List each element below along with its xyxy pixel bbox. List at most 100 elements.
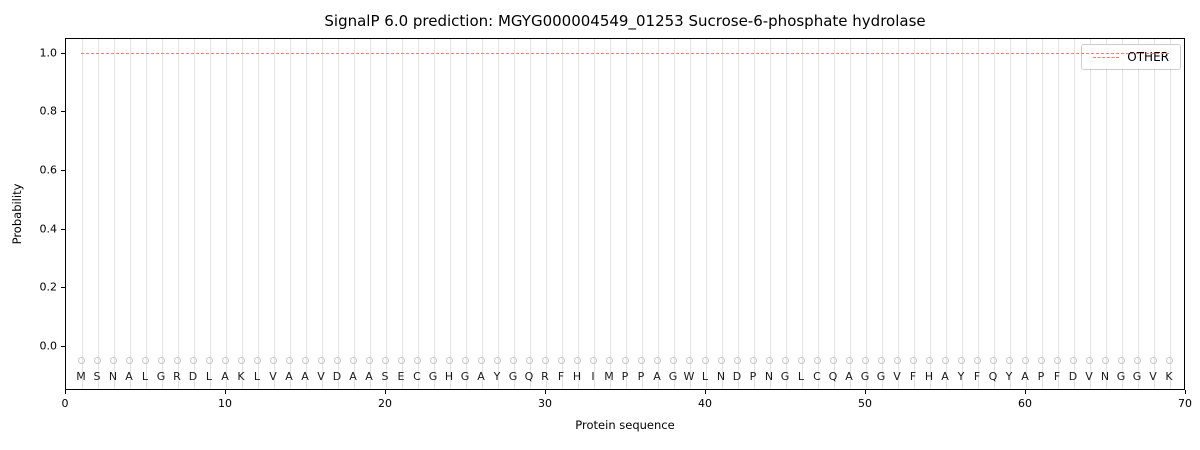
x-axis-label: Protein sequence bbox=[575, 418, 675, 432]
residue-marker bbox=[253, 357, 261, 365]
residue-gridline bbox=[658, 39, 659, 389]
residue-marker bbox=[93, 357, 101, 365]
y-tick-mark bbox=[61, 170, 65, 171]
residue-letter: R bbox=[541, 369, 549, 383]
residue-marker bbox=[445, 357, 453, 365]
residue-marker bbox=[893, 357, 901, 365]
residue-letter: A bbox=[477, 369, 485, 383]
residue-gridline bbox=[1138, 39, 1139, 389]
residue-letter: D bbox=[1068, 369, 1078, 383]
residue-letter: H bbox=[572, 369, 582, 383]
x-tick-label: 70 bbox=[1178, 397, 1192, 410]
residue-letter: A bbox=[285, 369, 293, 383]
plot-area bbox=[65, 38, 1185, 390]
residue-gridline bbox=[674, 39, 675, 389]
residue-gridline bbox=[738, 39, 739, 389]
residue-marker bbox=[1117, 357, 1125, 365]
residue-gridline bbox=[338, 39, 339, 389]
residue-gridline bbox=[1058, 39, 1059, 389]
residue-gridline bbox=[882, 39, 883, 389]
y-tick-mark bbox=[61, 111, 65, 113]
residue-letter: Q bbox=[828, 369, 838, 383]
x-tick-mark bbox=[1025, 390, 1026, 394]
y-axis-label: Probability bbox=[10, 183, 24, 245]
residue-letter: A bbox=[301, 369, 309, 383]
residue-gridline bbox=[82, 39, 83, 389]
residue-gridline bbox=[898, 39, 899, 389]
residue-letter: Y bbox=[493, 369, 501, 383]
residue-letter: E bbox=[397, 369, 405, 383]
residue-gridline bbox=[546, 39, 547, 389]
x-tick-label: 20 bbox=[378, 397, 392, 410]
residue-gridline bbox=[770, 39, 771, 389]
residue-gridline bbox=[1154, 39, 1155, 389]
residue-gridline bbox=[754, 39, 755, 389]
residue-letter: G bbox=[668, 369, 678, 383]
residue-gridline bbox=[866, 39, 867, 389]
residue-marker bbox=[717, 357, 725, 365]
residue-letter: R bbox=[173, 369, 181, 383]
residue-gridline bbox=[1122, 39, 1123, 389]
residue-marker bbox=[317, 357, 325, 365]
residue-letter: L bbox=[205, 369, 213, 383]
residue-letter: A bbox=[365, 369, 373, 383]
residue-letter: H bbox=[444, 369, 454, 383]
residue-letter: A bbox=[349, 369, 357, 383]
residue-gridline bbox=[706, 39, 707, 389]
residue-marker bbox=[1005, 357, 1013, 365]
residue-gridline bbox=[178, 39, 179, 389]
residue-marker bbox=[701, 357, 709, 365]
x-tick-mark bbox=[1185, 390, 1186, 394]
residue-gridline bbox=[578, 39, 579, 389]
residue-marker bbox=[957, 357, 965, 365]
y-tick-mark bbox=[61, 287, 65, 289]
residue-marker bbox=[477, 357, 485, 365]
residue-letter: A bbox=[845, 369, 853, 383]
residue-marker bbox=[829, 357, 837, 365]
residue-marker bbox=[973, 357, 981, 365]
x-tick-label: 30 bbox=[538, 397, 552, 410]
residue-gridline bbox=[1170, 39, 1171, 389]
residue-letter: G bbox=[1132, 369, 1142, 383]
residue-marker bbox=[685, 357, 693, 365]
residue-letter: V bbox=[1085, 369, 1093, 383]
residue-marker bbox=[845, 357, 853, 365]
residue-marker bbox=[1165, 357, 1173, 365]
residue-letter: Y bbox=[957, 369, 965, 383]
residue-letter: F bbox=[973, 369, 981, 383]
y-tick-label: 1.0 bbox=[39, 46, 58, 60]
residue-gridline bbox=[146, 39, 147, 389]
residue-gridline bbox=[530, 39, 531, 389]
residue-letter: P bbox=[621, 369, 629, 383]
residue-marker bbox=[909, 357, 917, 365]
residue-letter: S bbox=[381, 369, 389, 383]
residue-gridline bbox=[450, 39, 451, 389]
residue-letter: F bbox=[1053, 369, 1061, 383]
residue-marker bbox=[205, 357, 213, 365]
residue-marker bbox=[509, 357, 517, 365]
residue-letter: G bbox=[860, 369, 870, 383]
x-tick-mark bbox=[65, 390, 66, 394]
residue-gridline bbox=[1010, 39, 1011, 389]
residue-letter: Q bbox=[524, 369, 534, 383]
residue-gridline bbox=[802, 39, 803, 389]
residue-letter: D bbox=[732, 369, 742, 383]
residue-letter: H bbox=[924, 369, 934, 383]
residue-letter: N bbox=[764, 369, 774, 383]
residue-gridline bbox=[786, 39, 787, 389]
residue-marker bbox=[925, 357, 933, 365]
residue-letter: P bbox=[1037, 369, 1045, 383]
x-tick-label: 0 bbox=[61, 397, 69, 410]
residue-marker bbox=[1133, 357, 1141, 365]
x-tick-label: 10 bbox=[218, 397, 232, 410]
residue-letter: N bbox=[716, 369, 726, 383]
residue-gridline bbox=[1106, 39, 1107, 389]
residue-gridline bbox=[386, 39, 387, 389]
x-tick-mark bbox=[545, 390, 546, 394]
residue-gridline bbox=[722, 39, 723, 389]
residue-gridline bbox=[482, 39, 483, 389]
residue-marker bbox=[1101, 357, 1109, 365]
chart-title: SignalP 6.0 prediction: MGYG000004549_01… bbox=[324, 12, 926, 30]
residue-marker bbox=[493, 357, 501, 365]
residue-letter: V bbox=[269, 369, 277, 383]
